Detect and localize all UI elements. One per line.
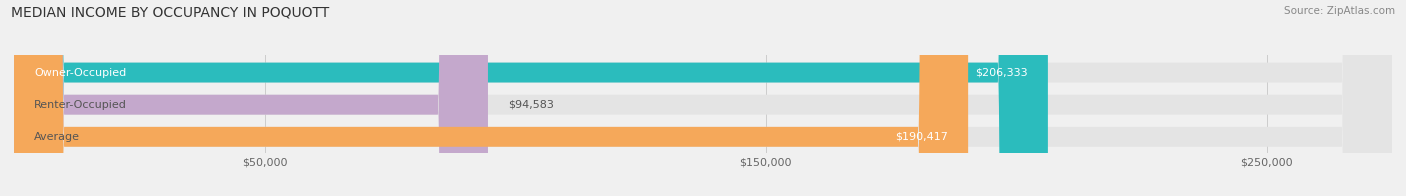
FancyBboxPatch shape xyxy=(14,0,1392,196)
FancyBboxPatch shape xyxy=(14,0,1392,196)
Text: Average: Average xyxy=(34,132,80,142)
FancyBboxPatch shape xyxy=(14,0,1392,196)
Text: $206,333: $206,333 xyxy=(976,68,1028,78)
FancyBboxPatch shape xyxy=(14,0,1047,196)
FancyBboxPatch shape xyxy=(14,0,969,196)
Text: $190,417: $190,417 xyxy=(896,132,948,142)
Text: Renter-Occupied: Renter-Occupied xyxy=(34,100,127,110)
Text: Source: ZipAtlas.com: Source: ZipAtlas.com xyxy=(1284,6,1395,16)
Text: Owner-Occupied: Owner-Occupied xyxy=(34,68,127,78)
FancyBboxPatch shape xyxy=(14,0,488,196)
Text: $94,583: $94,583 xyxy=(508,100,554,110)
Text: MEDIAN INCOME BY OCCUPANCY IN POQUOTT: MEDIAN INCOME BY OCCUPANCY IN POQUOTT xyxy=(11,6,329,20)
